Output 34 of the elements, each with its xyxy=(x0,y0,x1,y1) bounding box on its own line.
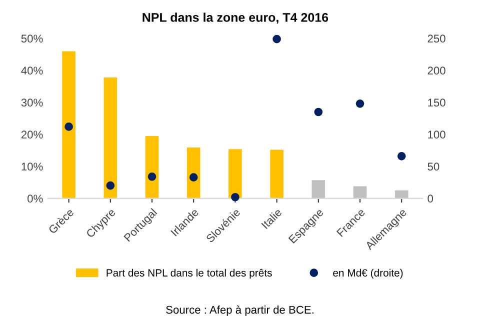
bar xyxy=(312,180,326,198)
bar xyxy=(186,148,200,198)
point xyxy=(314,108,323,116)
y2-tick-label: 150 xyxy=(428,98,446,107)
y-tick-label: 10% xyxy=(22,162,43,171)
y-tick-label: 40% xyxy=(21,66,43,75)
point xyxy=(397,152,406,160)
bar xyxy=(353,186,367,198)
bar xyxy=(228,149,242,198)
y2-tick-label: 0 xyxy=(428,194,434,203)
bar xyxy=(270,150,284,198)
bar xyxy=(104,77,118,198)
chart-title: NPL dans la zone euro, T4 2016 xyxy=(142,12,328,24)
bar xyxy=(62,51,76,198)
y2-tick-label: 100 xyxy=(428,130,446,139)
y2-tick-label: 250 xyxy=(428,34,446,43)
point xyxy=(106,181,115,190)
y-tick-label: 0% xyxy=(28,194,43,203)
bar xyxy=(145,136,159,198)
y2-tick-label: 50 xyxy=(428,162,440,171)
y2-tick-label: 200 xyxy=(428,66,446,75)
source-note: Source : Afep à partir de BCE. xyxy=(166,305,314,316)
y-tick-label: 30% xyxy=(21,98,43,107)
legend-label: en Md€ (droite) xyxy=(333,268,403,279)
point xyxy=(272,34,281,44)
point xyxy=(356,100,364,108)
y-tick-label: 50% xyxy=(21,34,43,43)
point xyxy=(231,192,240,202)
bar xyxy=(394,190,408,198)
point xyxy=(64,122,73,131)
point xyxy=(148,172,156,181)
y-tick-label: 20% xyxy=(21,130,43,139)
point xyxy=(189,173,198,182)
legend-label: Part des NPL dans le total des prêts xyxy=(106,268,272,279)
